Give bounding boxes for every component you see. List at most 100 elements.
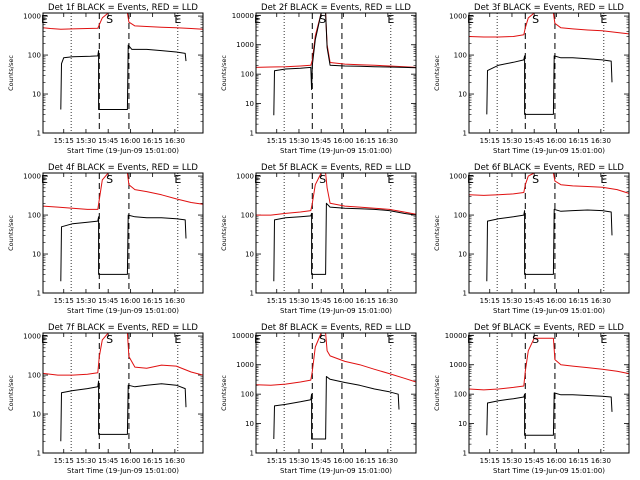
x-tick-label: 15:45 <box>311 297 331 305</box>
segment-marker-label: E <box>600 173 607 186</box>
y-tick-label: 1000 <box>236 41 254 49</box>
segment-marker-label: S <box>106 13 113 26</box>
plot-frame <box>42 172 204 294</box>
x-tick-label: 16:30 <box>591 137 611 145</box>
x-tick-label: 15:45 <box>524 297 544 305</box>
segment-marker-label: E <box>467 13 474 26</box>
y-axis-label: Counts/sec <box>7 55 15 91</box>
x-tick-label: 15:15 <box>54 457 74 465</box>
y-tick-label: 1000 <box>23 173 41 181</box>
plot-frame <box>42 332 204 454</box>
x-tick-label: 15:45 <box>524 137 544 145</box>
y-tick-label: 1 <box>37 450 41 458</box>
y-tick-label: 1000 <box>236 361 254 369</box>
x-tick-label: 15:30 <box>289 457 309 465</box>
y-axis-label: Counts/sec <box>433 55 441 91</box>
chart-title: Det 5f BLACK = Events, RED = LLD <box>261 163 411 173</box>
segment-marker-label: E <box>387 13 394 26</box>
x-tick-label: 16:00 <box>120 297 140 305</box>
y-tick-label: 100 <box>28 212 41 220</box>
x-axis-label: Start Time (19-Jun-09 15:01:00) <box>280 147 392 155</box>
y-tick-label: 1 <box>37 290 41 298</box>
segment-marker-label: E <box>174 13 181 26</box>
x-tick-label: 15:30 <box>76 137 96 145</box>
y-axis-label: Counts/sec <box>7 375 15 411</box>
x-tick-label: 16:30 <box>378 297 398 305</box>
chart-panel-5: Det 5f BLACK = Events, RED = LLD Counts/s… <box>220 163 417 315</box>
plot-frame <box>255 172 417 294</box>
segment-marker-label: E <box>254 13 261 26</box>
segment-marker-label: S <box>106 333 113 346</box>
x-tick-label: 15:15 <box>267 297 287 305</box>
segment-marker-label: S <box>319 173 326 186</box>
x-tick-label: 15:30 <box>502 297 522 305</box>
y-axis-label: Counts/sec <box>433 375 441 411</box>
y-axis-label: Counts/sec <box>220 215 228 251</box>
segment-marker-label: S <box>532 13 539 26</box>
y-tick-label: 10 <box>32 91 41 99</box>
y-tick-label: 1 <box>250 450 254 458</box>
chart-title: Det 8f BLACK = Events, RED = LLD <box>261 323 411 333</box>
y-tick-label: 100 <box>241 212 254 220</box>
series-black <box>60 214 187 282</box>
y-tick-label: 10000 <box>232 332 254 340</box>
chart-panel-2: Det 2f BLACK = Events, RED = LLD Counts/s… <box>220 3 417 155</box>
segment-marker-label: E <box>41 13 48 26</box>
y-tick-label: 1 <box>250 290 254 298</box>
x-tick-label: 15:45 <box>311 137 331 145</box>
segment-marker-label: E <box>254 173 261 186</box>
chart-panel-9: Det 9f BLACK = Events, RED = LLD Counts/s… <box>433 323 630 475</box>
segment-marker-label: E <box>174 333 181 346</box>
x-axis-label: Start Time (19-Jun-09 15:01:00) <box>493 147 605 155</box>
series-black <box>486 392 613 436</box>
x-tick-label: 16:15 <box>569 137 589 145</box>
x-tick-label: 16:30 <box>591 297 611 305</box>
plot-frame <box>42 12 204 134</box>
series-black <box>60 44 187 110</box>
y-tick-label: 10 <box>32 251 41 259</box>
x-tick-label: 15:15 <box>54 137 74 145</box>
segment-marker-label: S <box>319 13 326 26</box>
y-tick-label: 100 <box>28 372 41 380</box>
x-tick-label: 15:15 <box>267 457 287 465</box>
x-tick-label: 16:00 <box>333 297 353 305</box>
chart-panel-4: Det 4f BLACK = Events, RED = LLD Counts/s… <box>7 163 204 315</box>
x-tick-label: 16:00 <box>546 457 566 465</box>
plot-frame <box>468 12 630 134</box>
series-black <box>486 208 613 282</box>
series-red <box>468 337 630 391</box>
x-tick-label: 16:30 <box>165 457 185 465</box>
y-tick-label: 10000 <box>232 12 254 20</box>
chart-panel-7: Det 7f BLACK = Events, RED = LLD Counts/s… <box>7 323 204 475</box>
segment-marker-label: E <box>387 173 394 186</box>
series-black <box>60 380 187 442</box>
y-tick-label: 10 <box>458 420 467 428</box>
segment-marker-label: S <box>106 173 113 186</box>
chart-panel-1: Det 1f BLACK = Events, RED = LLD Counts/s… <box>7 3 204 155</box>
y-tick-label: 1000 <box>449 361 467 369</box>
segment-marker-label: E <box>41 333 48 346</box>
x-tick-label: 16:15 <box>569 297 589 305</box>
series-black <box>273 202 417 282</box>
y-tick-label: 100 <box>241 71 254 79</box>
x-tick-label: 15:45 <box>311 457 331 465</box>
x-tick-label: 16:30 <box>378 137 398 145</box>
y-tick-label: 10 <box>458 251 467 259</box>
segment-marker-label: E <box>387 333 394 346</box>
y-tick-label: 10 <box>458 91 467 99</box>
x-tick-label: 15:15 <box>480 137 500 145</box>
x-tick-label: 16:00 <box>333 457 353 465</box>
segment-marker-label: E <box>467 333 474 346</box>
segment-marker-label: E <box>174 173 181 186</box>
y-tick-label: 10 <box>245 251 254 259</box>
x-tick-label: 15:45 <box>98 297 118 305</box>
x-tick-label: 15:30 <box>502 457 522 465</box>
chart-title: Det 2f BLACK = Events, RED = LLD <box>261 3 411 13</box>
plot-frame <box>468 332 630 454</box>
x-tick-label: 16:15 <box>143 137 163 145</box>
y-tick-label: 100 <box>454 212 467 220</box>
y-tick-label: 10 <box>32 411 41 419</box>
y-axis-label: Counts/sec <box>433 215 441 251</box>
x-tick-label: 15:45 <box>98 137 118 145</box>
y-tick-label: 1 <box>37 130 41 138</box>
